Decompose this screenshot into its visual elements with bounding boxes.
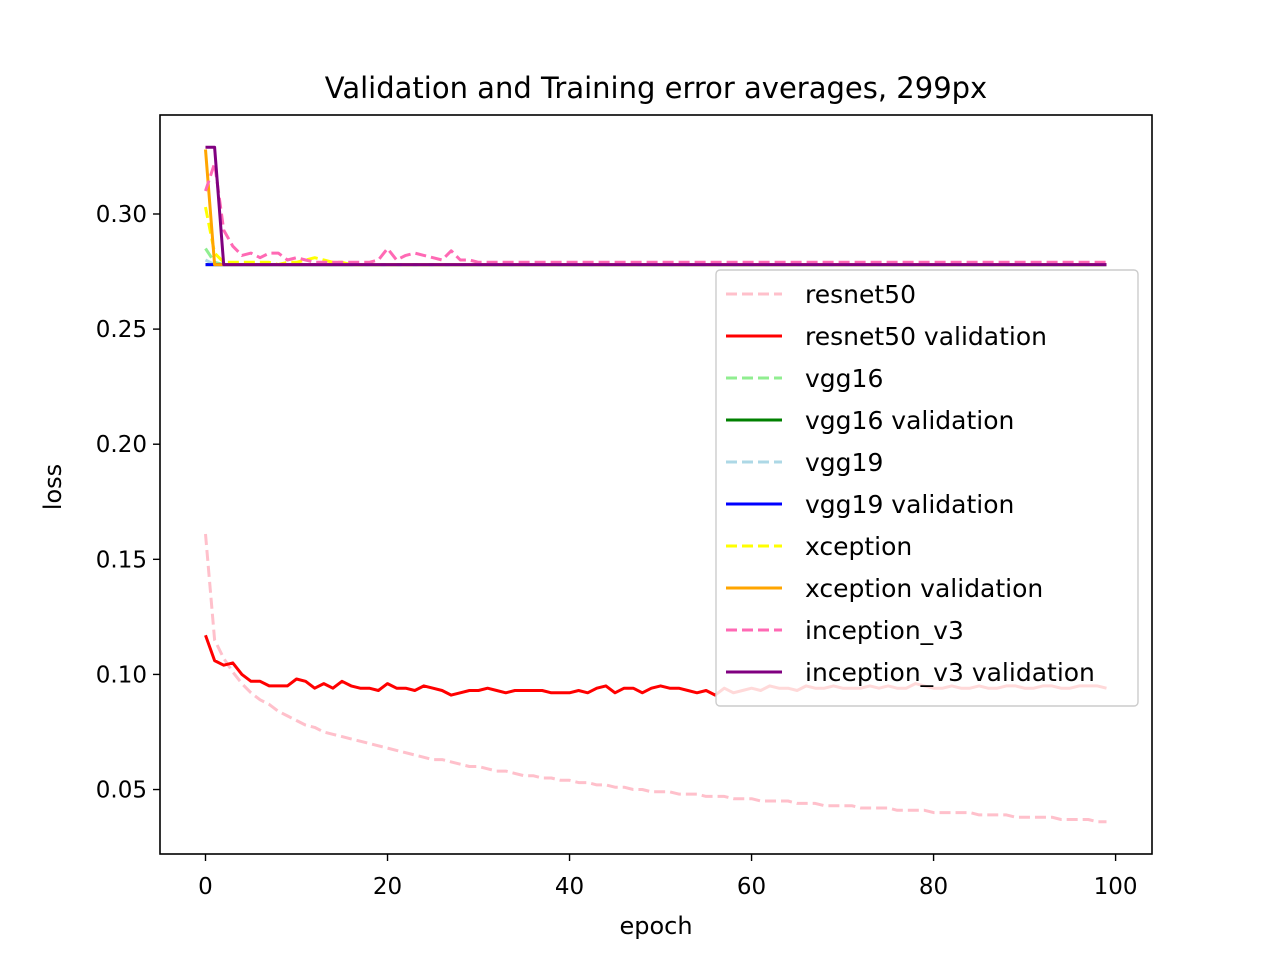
y-tick-label: 0.30 (96, 202, 147, 228)
y-tick-label: 0.25 (96, 317, 147, 343)
legend: resnet50 resnet50 validation vgg16 vgg16 va… (715, 269, 1139, 707)
legend-label: vgg19 validation (805, 490, 1014, 519)
y-axis: 0.05 0.10 0.15 0.20 0.25 0.30 (96, 202, 160, 804)
legend-label: vgg16 validation (805, 406, 1014, 435)
legend-label: vgg16 (805, 364, 883, 393)
chart-title: Validation and Training error averages, … (325, 71, 987, 105)
x-tick-label: 40 (555, 874, 584, 900)
legend-label: vgg19 (805, 448, 883, 477)
x-tick-label: 100 (1094, 874, 1138, 900)
plot-frame (159, 114, 1153, 855)
legend-label: resnet50 validation (805, 322, 1047, 351)
x-tick-label: 20 (373, 874, 402, 900)
legend-label: xception (805, 532, 912, 561)
legend-label: resnet50 (805, 280, 916, 309)
legend-label: xception validation (805, 574, 1043, 603)
legend-frame (715, 269, 1139, 707)
y-tick-label: 0.20 (96, 432, 147, 458)
x-tick-label: 60 (737, 874, 766, 900)
x-axis-label: epoch (619, 912, 692, 940)
legend-label: inception_v3 validation (805, 658, 1095, 687)
legend-label: inception_v3 (805, 616, 964, 645)
series-line-inception-v3 (204, 161, 1107, 264)
y-tick-label: 0.15 (96, 547, 147, 573)
series-line-inception-v3-validation (205, 145, 1107, 267)
x-tick-label: 0 (198, 874, 213, 900)
series-line-resnet50 (204, 533, 1107, 824)
y-tick-label: 0.10 (96, 662, 147, 688)
y-axis-label: loss (39, 464, 67, 510)
x-tick-label: 80 (919, 874, 948, 900)
y-tick-label: 0.05 (96, 778, 147, 804)
x-axis: 0 20 40 60 80 100 (198, 854, 1138, 900)
